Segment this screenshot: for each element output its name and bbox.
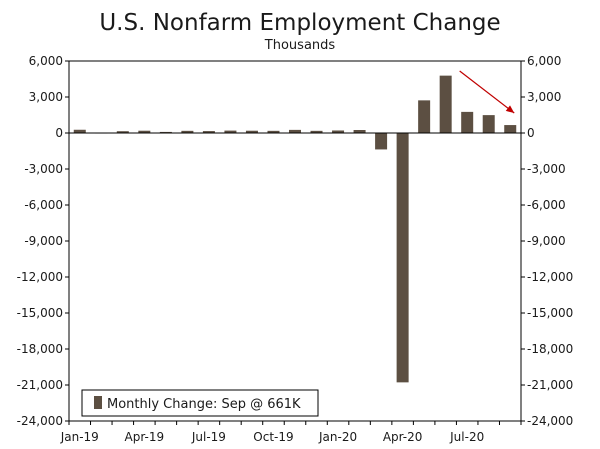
chart-title: U.S. Nonfarm Employment Change — [99, 10, 500, 36]
x-tick-label: Oct-19 — [253, 430, 293, 444]
right-y-tick-label: 6,000 — [527, 54, 561, 68]
left-y-tick-label: -9,000 — [24, 234, 63, 248]
bar-Apr-19 — [138, 130, 151, 133]
right-y-tick-label: -24,000 — [527, 414, 573, 428]
bar-Jun-20 — [439, 75, 452, 133]
legend-label: Monthly Change: Sep @ 661K — [107, 397, 301, 412]
trend-arrow-shaft — [459, 70, 515, 114]
left-y-tick-label: -15,000 — [17, 306, 63, 320]
bar-Oct-19 — [267, 130, 280, 133]
right-y-tick-label: -6,000 — [527, 198, 566, 212]
plot-frame — [68, 60, 522, 422]
bar-Jul-20 — [461, 111, 474, 133]
legend-swatch — [94, 396, 102, 409]
bar-Sep-19 — [245, 130, 258, 133]
right-y-tick-label: -18,000 — [527, 342, 573, 356]
left-y-axis: 6,000 3,000 0 -3,000 -6,000 -9,000 -12,000 -15,… — [17, 54, 69, 428]
x-tick-label: Apr-19 — [125, 430, 165, 444]
bar-Jul-19 — [202, 131, 215, 133]
bar-Apr-20 — [396, 133, 409, 383]
left-y-tick-label: 0 — [55, 126, 63, 140]
trend-arrow-head — [505, 105, 515, 113]
bar-Mar-19 — [116, 131, 129, 133]
x-axis: Jan-19 Apr-19 Jul-19 Oct-19 Jan-20 Apr-20 Jul-… — [60, 421, 522, 444]
left-y-tick-label: 3,000 — [29, 90, 63, 104]
left-y-tick-label: 6,000 — [29, 54, 63, 68]
right-y-tick-label: -21,000 — [527, 378, 573, 392]
x-tick-label: Jan-20 — [318, 430, 357, 444]
right-y-tick-label: 3,000 — [527, 90, 561, 104]
bar-May-19 — [159, 131, 172, 133]
left-y-tick-label: -21,000 — [17, 378, 63, 392]
left-y-tick-label: -3,000 — [24, 162, 63, 176]
bars — [73, 75, 517, 383]
x-tick-label: Jul-20 — [449, 430, 484, 444]
bar-May-20 — [418, 100, 431, 133]
x-tick-label: Apr-20 — [383, 430, 423, 444]
x-tick-label: Jan-19 — [60, 430, 99, 444]
right-y-tick-label: -12,000 — [527, 270, 573, 284]
right-y-tick-label: -3,000 — [527, 162, 566, 176]
bar-Mar-20 — [375, 133, 388, 150]
bar-Jun-19 — [181, 130, 194, 133]
left-y-tick-label: -24,000 — [17, 414, 63, 428]
bar-Sep-20 — [504, 125, 517, 133]
chart-subtitle: Thousands — [264, 38, 336, 53]
left-y-tick-label: -6,000 — [24, 198, 63, 212]
legend: Monthly Change: Sep @ 661K — [81, 389, 319, 417]
right-y-tick-label: -15,000 — [527, 306, 573, 320]
right-y-tick-label: -9,000 — [527, 234, 566, 248]
x-tick-label: Jul-19 — [191, 430, 226, 444]
bar-Dec-19 — [310, 130, 323, 133]
left-y-tick-label: -12,000 — [17, 270, 63, 284]
bar-Aug-19 — [224, 130, 237, 133]
bar-Nov-19 — [289, 129, 301, 133]
left-y-tick-label: -18,000 — [17, 342, 63, 356]
right-y-axis: 6,000 3,000 0 -3,000 -6,000 -9,000 -12,000 -15,… — [521, 54, 573, 428]
bar-Aug-20 — [482, 115, 495, 133]
legend-box — [81, 389, 319, 417]
bar-Feb-20 — [353, 130, 366, 133]
right-y-tick-label: 0 — [527, 126, 535, 140]
bar-Jan-20 — [332, 130, 345, 133]
trend-arrow-annotation — [459, 70, 515, 114]
bar-Jan-19 — [73, 129, 86, 133]
